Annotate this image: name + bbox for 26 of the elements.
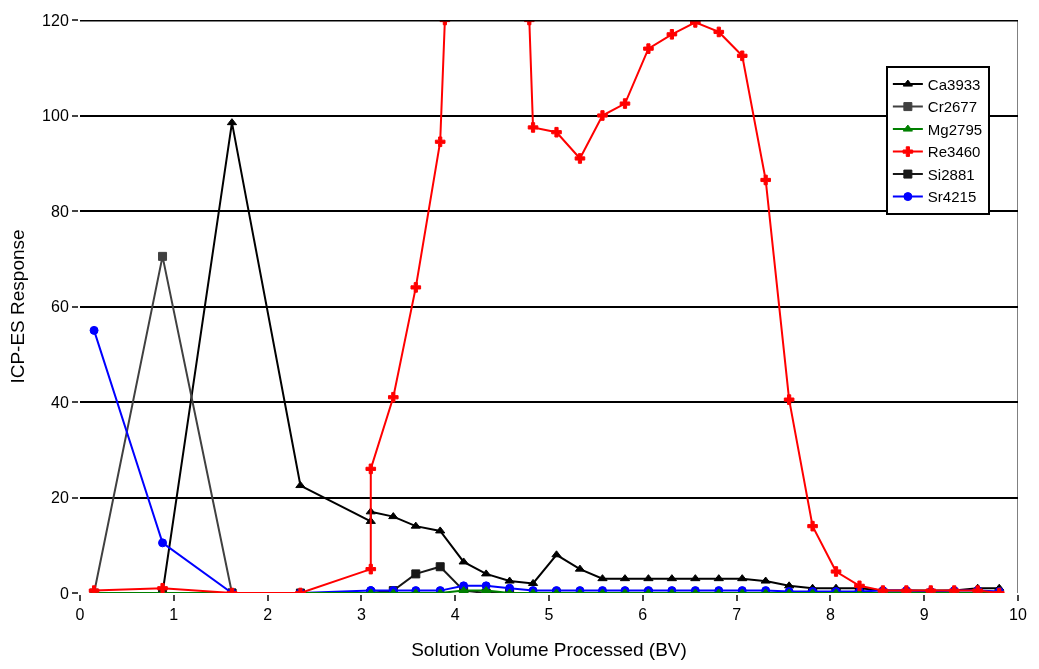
legend-label: Mg2795 [927,120,983,138]
y-tick-label: 100 [42,107,69,125]
y-tick-label: 20 [51,489,69,507]
y-tick-label: 0 [59,584,69,602]
y-tick-label: 40 [51,393,69,411]
x-tick-label: 2 [263,606,273,624]
x-tick-label: 5 [544,606,554,624]
legend-label: Re3460 [927,143,981,161]
x-tick-label: 9 [919,606,929,624]
x-axis-title: Solution Volume Processed (BV) [411,638,687,660]
legend-label: Ca3933 [927,75,981,93]
y-axis-title: ICP-ES Response [7,229,29,384]
x-tick-label: 8 [825,606,835,624]
x-tick-label: 6 [638,606,648,624]
x-tick-label: 4 [450,606,460,624]
y-tick-label: 120 [42,11,69,29]
y-tick-label: 60 [51,298,69,316]
legend-label: Sr4215 [927,188,977,206]
x-tick-label: 1 [169,606,179,624]
x-tick-label: 7 [732,606,742,624]
legend-label: Cr2677 [927,98,978,116]
legend-label: Si2881 [927,165,975,183]
y-tick-label: 80 [51,202,69,220]
x-tick-label: 3 [356,606,366,624]
x-tick-label: 0 [75,606,85,624]
x-tick-label: 10 [1009,606,1027,624]
